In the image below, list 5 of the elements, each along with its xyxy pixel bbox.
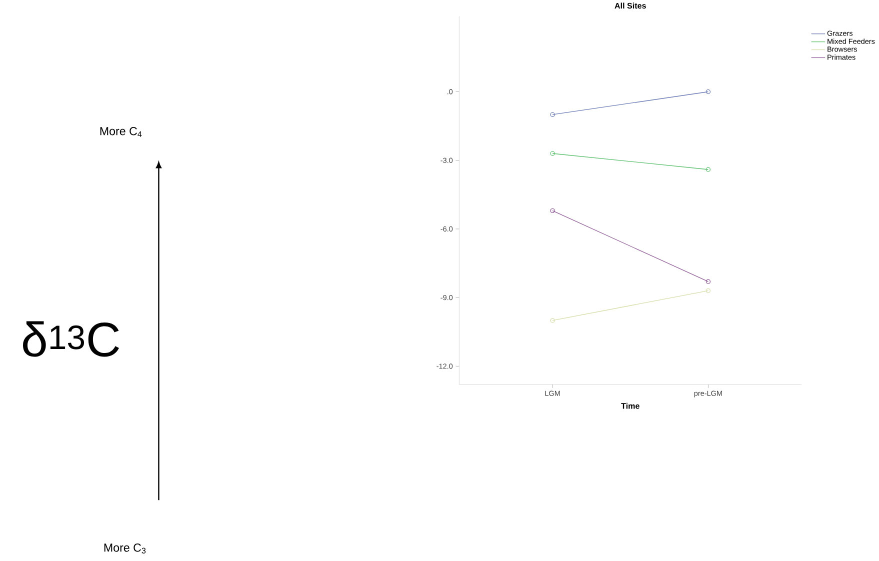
- text: More C$_{4}$: [100, 127, 142, 138]
- x-axis-title: Time: [621, 403, 640, 409]
- text: More C$_{3}$: [104, 544, 146, 554]
- text: δ$^{13}$C: [23, 321, 119, 357]
- chart-title: All Sites: [614, 2, 646, 9]
